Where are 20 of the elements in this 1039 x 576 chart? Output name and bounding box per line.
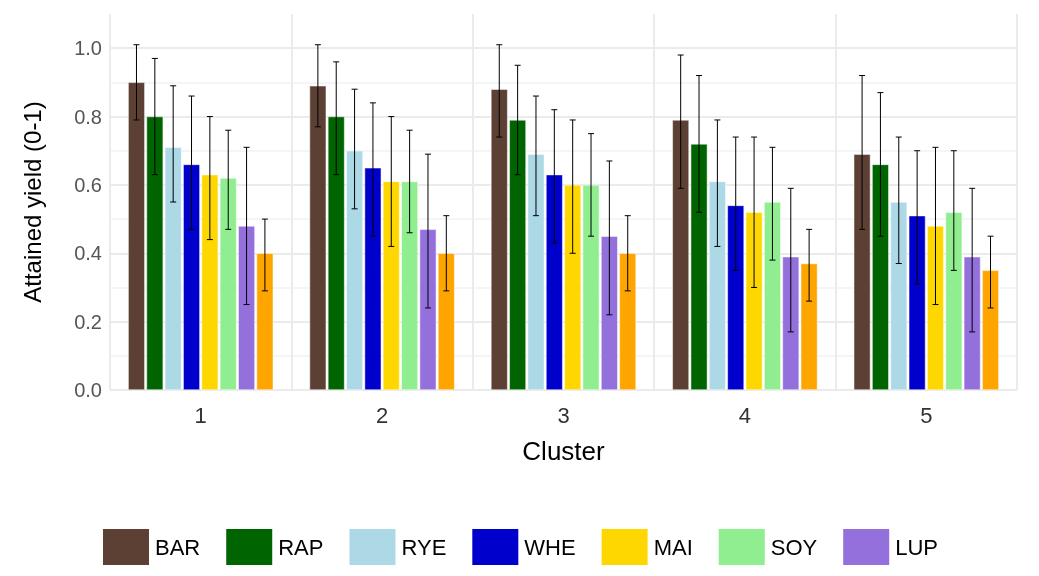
y-tick-label: 0.2 bbox=[74, 310, 102, 333]
legend-label: WHE bbox=[524, 534, 576, 560]
legend-label: BAR bbox=[155, 534, 201, 560]
legend-label: RYE bbox=[401, 534, 447, 560]
legend-label: SOY bbox=[770, 534, 818, 560]
legend-label: LUP bbox=[895, 534, 938, 560]
x-tick-label: 5 bbox=[920, 402, 933, 428]
x-tick-label: 3 bbox=[557, 402, 570, 428]
y-tick-label: 0.0 bbox=[74, 379, 102, 401]
legend-label: MAI bbox=[653, 534, 693, 560]
y-tick-label: 1.0 bbox=[74, 37, 102, 60]
y-tick-label: 0.4 bbox=[74, 242, 102, 265]
x-tick-label: 4 bbox=[738, 402, 752, 428]
y-axis-title: Attained yield (0-1) bbox=[18, 101, 46, 303]
y-tick-label: 0.8 bbox=[74, 105, 102, 128]
y-tick-label: 0.6 bbox=[74, 173, 102, 196]
x-tick-label: 2 bbox=[375, 402, 389, 428]
x-axis-title: Cluster bbox=[522, 436, 606, 466]
legend-label: RAP bbox=[278, 534, 324, 560]
x-tick-label: 1 bbox=[194, 402, 207, 428]
